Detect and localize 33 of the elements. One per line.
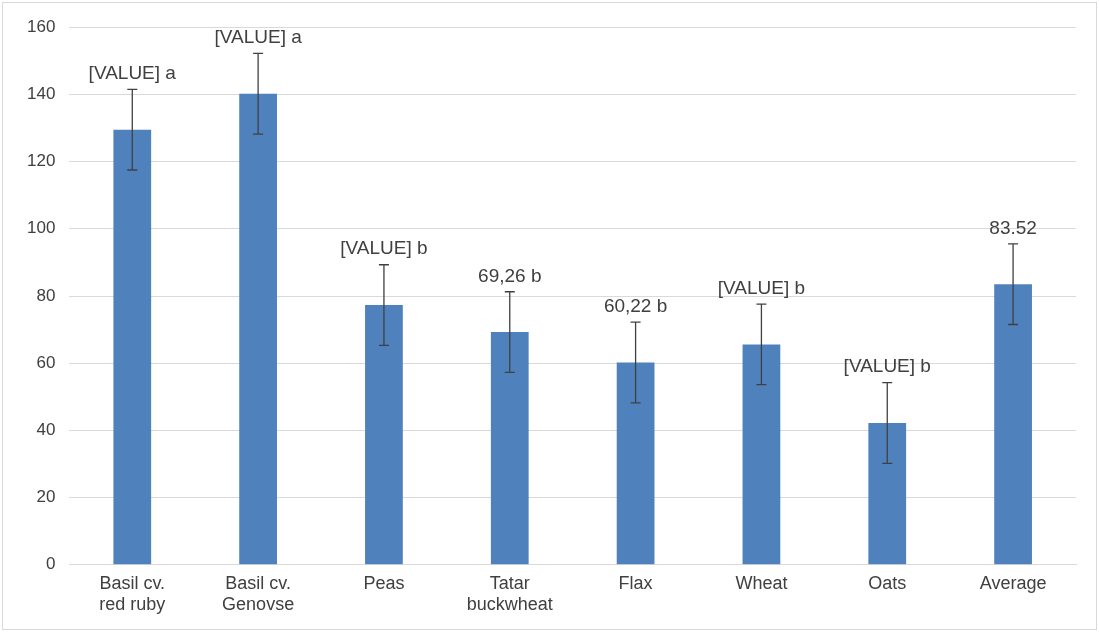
bar [742, 344, 781, 565]
y-tick-label: 20 [36, 487, 56, 507]
data-label: [VALUE] a [214, 26, 303, 48]
data-label: [VALUE] b [717, 276, 806, 298]
bar [616, 362, 655, 565]
bar [113, 129, 152, 565]
x-tick-label: Tatar buckwheat [466, 572, 553, 615]
x-tick-label: Oats [868, 572, 907, 593]
x-tick-label: Peas [363, 572, 405, 593]
data-label: [VALUE] a [88, 62, 177, 84]
data-label: 69,26 b [478, 264, 542, 286]
bar [365, 305, 403, 565]
bar [239, 93, 277, 565]
y-tick-label: 0 [45, 554, 56, 574]
data-label: 83.52 [989, 216, 1037, 238]
y-tick-label: 60 [36, 352, 56, 372]
bar [994, 284, 1032, 565]
y-tick-label: 120 [26, 151, 56, 171]
data-label: 60,22 b [603, 294, 668, 316]
x-tick-label: Wheat [735, 572, 788, 593]
data-label: [VALUE] b [340, 237, 428, 259]
data-label: [VALUE] b [843, 355, 931, 377]
y-tick-label: 160 [26, 16, 56, 36]
y-tick-label: 40 [36, 420, 56, 440]
x-tick-label: Flax [618, 572, 653, 593]
bar [868, 423, 907, 565]
y-tick-label: 80 [36, 285, 56, 305]
x-tick-label: Average [979, 572, 1047, 593]
y-tick-label: 100 [26, 218, 56, 238]
x-tick-label: Basil cv. red ruby [99, 572, 166, 615]
bar [490, 332, 529, 565]
x-tick-label: Basil cv. Genovse [222, 572, 295, 615]
y-tick-label: 140 [26, 84, 56, 104]
